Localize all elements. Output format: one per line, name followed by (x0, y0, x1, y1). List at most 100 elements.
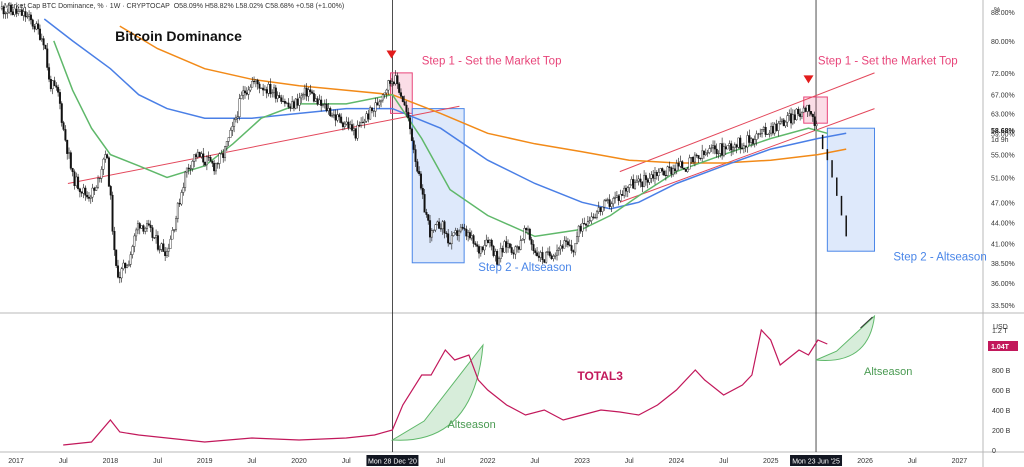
candle-body (383, 92, 386, 95)
candle-body (31, 19, 34, 27)
candle-body (757, 133, 760, 135)
candle-body (762, 126, 765, 130)
x-tick-label: 2022 (480, 458, 496, 465)
candle-body (176, 202, 179, 219)
candle-body (9, 5, 12, 12)
candle-body (557, 248, 560, 251)
candle-body (641, 181, 644, 187)
candle-body (274, 87, 277, 99)
candle-body (292, 101, 295, 109)
candle-body (461, 226, 464, 229)
candle-body (496, 251, 499, 265)
y-tick-label: 59.00% (991, 131, 1015, 138)
candle-body (585, 223, 588, 226)
candle-body (370, 107, 373, 111)
candle-body (478, 246, 481, 254)
candle-body (623, 187, 626, 196)
candle-body (653, 172, 656, 179)
moving-average-line (43, 18, 847, 210)
candle-body (49, 79, 52, 90)
candle-body (439, 228, 442, 230)
candle-body (501, 248, 504, 253)
candle-body (60, 103, 63, 123)
candle-body (530, 239, 533, 245)
candle-body (813, 116, 816, 126)
candle-body (452, 232, 455, 236)
lower-title: TOTAL3 (577, 369, 623, 383)
candle-body (739, 137, 742, 149)
candle-body (448, 242, 451, 244)
candle-body (189, 168, 192, 170)
candle-body (316, 98, 319, 105)
ohlc-text: O58.09% H58.82% L58.02% C58.68% +0.58 (+… (173, 3, 345, 10)
candle-body (534, 250, 537, 253)
trendline (67, 105, 460, 184)
candle-body (265, 89, 268, 94)
candle-body (577, 225, 580, 237)
candle-body (782, 119, 785, 127)
candle-body (162, 243, 165, 252)
candle-body (672, 168, 675, 175)
candle-body (207, 156, 210, 158)
annotation-step2a: Step 2 - Altseason (478, 262, 571, 274)
candle-body (668, 166, 671, 168)
candle-body (541, 252, 544, 260)
candle-body (175, 218, 178, 230)
candle-body (425, 212, 428, 215)
candle-body (429, 220, 432, 238)
candle-body (55, 85, 58, 88)
candle-body (227, 137, 230, 142)
x-tick-label: Jul (530, 458, 539, 465)
candle-body (675, 163, 678, 172)
x-tick-label: Jul (59, 458, 68, 465)
candle-body (35, 23, 38, 30)
candle-body (497, 258, 500, 265)
candle-body (53, 80, 56, 86)
candle-body (693, 154, 696, 163)
candle-body (574, 243, 577, 253)
candle-body (438, 221, 441, 229)
candle-body (180, 192, 183, 205)
y-tick-label: 47.00% (991, 200, 1015, 207)
candle-body (715, 148, 718, 154)
candle-body (458, 230, 461, 236)
top-marker-icon (386, 50, 397, 59)
x-tick-label: 2019 (197, 458, 213, 465)
trendline (619, 72, 875, 173)
candle-body (214, 163, 217, 172)
candle-body (503, 241, 506, 253)
x-tick-label: Jul (719, 458, 728, 465)
candle-body (808, 104, 811, 112)
candle-body (681, 161, 684, 169)
candle-body (407, 111, 410, 118)
candle-body (710, 147, 713, 149)
candle-body (592, 216, 595, 218)
candle-body (505, 241, 508, 248)
candle-body (0, 6, 3, 9)
candle-body (470, 235, 473, 239)
candle-body (312, 93, 315, 102)
candle-body (211, 160, 214, 164)
candle-body (209, 157, 212, 162)
candle-body (788, 113, 791, 116)
candle-body (164, 251, 167, 257)
candle-body (380, 99, 383, 103)
y-tick-label: 55.00% (991, 153, 1015, 160)
candle-body (492, 245, 495, 256)
candle-body (706, 152, 709, 154)
candle-body (276, 95, 279, 99)
candle-body (120, 268, 123, 279)
lower-y-unit: USD (993, 324, 1008, 331)
candle-body (220, 153, 223, 155)
candle-body (572, 250, 575, 253)
candle-body (309, 89, 312, 93)
candle-body (182, 187, 185, 193)
candle-body (697, 155, 700, 159)
candle-body (349, 124, 352, 129)
x-tick-label: Jul (436, 458, 445, 465)
x-tick-label: Jul (625, 458, 634, 465)
y-tick-label: 36.00% (991, 281, 1015, 288)
x-tick-label: 2027 (952, 458, 968, 465)
candle-body (409, 117, 412, 130)
